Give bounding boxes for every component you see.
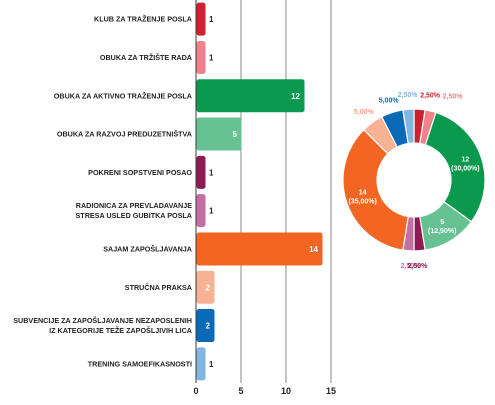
bar [196, 232, 323, 266]
bar-value-label: 1 [209, 168, 214, 177]
bar-value-label: 2 [206, 283, 211, 292]
bar-row: OBUKA ZA RAZVOJ PREDUZETNIŠTVA 5 [57, 117, 242, 151]
x-tick-label: 5 [238, 386, 243, 396]
donut-slice-label: 2,50% [443, 94, 464, 101]
donut-slice [342, 128, 409, 251]
bar-row: TRENING SAMOEFIKASNOSTI 1 [88, 347, 214, 381]
bar-value-label: 1 [209, 53, 214, 62]
category-label: OBUKA ZA AKTIVNO TRAŽENJE POSLA [54, 91, 192, 100]
bar-value-label: 5 [233, 130, 238, 139]
category-label: OBUKA ZA RAZVOJ PREDUZETNIŠTVA [57, 130, 192, 139]
bar-value-label: 2 [206, 322, 211, 331]
bar [196, 194, 206, 228]
donut-slice-label: 5,00% [354, 109, 375, 116]
bar-row: OBUKA ZA TRŽIŠTE RADA 1 [100, 40, 214, 74]
x-tick-label: 0 [193, 386, 198, 396]
bar-value-label: 1 [209, 360, 214, 369]
donut-slice-label: 12 [461, 156, 469, 163]
category-label: POKRENI SOPSTVENI POSAO [88, 168, 192, 177]
donut-slice-label: (12,50%) [428, 228, 456, 235]
bar-value-label: 1 [209, 207, 214, 216]
donut-slice-label: (30,00%) [451, 165, 479, 172]
bar [196, 270, 215, 304]
bar-chart-gridlines [195, 0, 332, 383]
category-label: TRENING SAMOEFIKASNOSTI [88, 359, 192, 368]
bar-value-label: 14 [309, 245, 318, 254]
bar-row: POKRENI SOPSTVENI POSAO 1 [88, 155, 214, 189]
bar [196, 2, 206, 36]
bar-row: OBUKA ZA AKTIVNO TRAŽENJE POSLA 12 [54, 79, 305, 113]
bar [196, 40, 206, 74]
bar [196, 79, 305, 113]
donut-slice-label: 5,00% [379, 98, 400, 105]
donut-slice-label: 5 [440, 219, 444, 226]
donut-slice-label: 2,50% [420, 93, 441, 100]
category-label: KLUB ZA TRAŽENJE POSLA [94, 15, 192, 24]
bar [196, 155, 206, 189]
donut-slice-label: 2,50% [398, 92, 419, 99]
donut-slice [402, 108, 415, 145]
bar-row: STRUČNA PRAKSA 2 [125, 270, 215, 304]
bar [196, 117, 242, 151]
bar-value-label: 12 [291, 92, 300, 101]
category-label: RADIONICA ZA PREVLADAVANJE [76, 201, 192, 210]
bar-row: SUBVENCIJE ZA ZAPOŠLJAVANJE NEZAPOSLENIH… [13, 309, 215, 343]
bar-row: SAJAM ZAPOŠLJAVANJA 14 [103, 232, 323, 266]
bar-row: KLUB ZA TRAŽENJE POSLA 1 [94, 2, 214, 36]
donut-slice-label: 2,50% [401, 263, 422, 270]
x-tick-label: 15 [326, 386, 336, 396]
category-label: STRESA USLED GUBITKA POSLA [76, 211, 192, 220]
category-label: SAJAM ZAPOŠLJAVANJA [103, 244, 192, 253]
donut-slice-label: (35,00%) [348, 199, 376, 206]
bar-chart-x-axis: 0 5 10 15 [193, 386, 336, 396]
category-label: SUBVENCIJE ZA ZAPOŠLJAVANJE NEZAPOSLENIH [13, 316, 192, 325]
bar [196, 347, 206, 381]
x-tick-label: 10 [281, 386, 291, 396]
donut-slice-label: 14 [359, 190, 367, 197]
donut-chart: 2,50% 2,50%12(30,00%)5(12,50%)2,50%2,50%1… [342, 92, 486, 270]
bar-value-label: 1 [209, 15, 214, 24]
category-label: OBUKA ZA TRŽIŠTE RADA [100, 53, 192, 62]
category-label: STRUČNA PRAKSA [125, 283, 192, 292]
bar [196, 309, 215, 343]
category-label: IZ KATEGORIJE TEŽE ZAPOŠLJIVIH LICA [49, 326, 192, 335]
donut-slice-label: 2,50% [408, 263, 429, 270]
donut-slice [424, 111, 486, 223]
